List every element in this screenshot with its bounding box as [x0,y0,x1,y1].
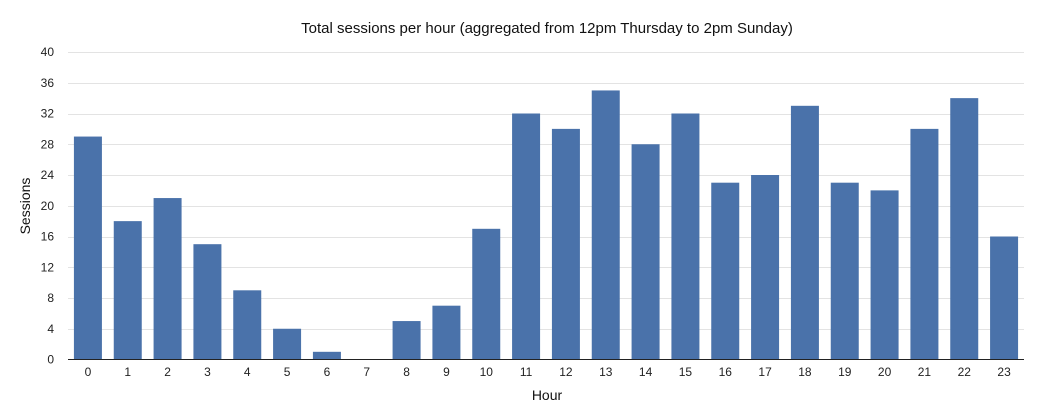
x-tick-label: 19 [838,365,852,379]
bar [790,105,819,360]
bar [751,175,780,360]
y-tick-label: 4 [47,322,54,336]
y-tick-label: 36 [41,76,55,90]
y-tick-label: 40 [41,45,55,59]
x-tick-labels: 0 1 2 3 4 5 6 7 8 9 10 11 12 13 14 15 16 17 18 19 20 21 22 23 [85,365,1011,379]
y-tick-label: 24 [41,168,55,182]
y-tick-label: 16 [41,230,55,244]
bar [631,144,660,360]
bar [392,321,421,360]
x-tick-label: 8 [403,365,410,379]
x-tick-label: 9 [443,365,450,379]
y-tick-label: 12 [41,260,55,274]
x-tick-label: 12 [559,365,573,379]
y-tick-label: 8 [47,291,54,305]
bar [472,228,501,360]
bar [312,351,341,360]
x-tick-label: 18 [798,365,812,379]
y-tick-label: 28 [41,137,55,151]
bar [153,198,182,360]
x-tick-label: 15 [679,365,693,379]
x-tick-label: 11 [520,365,533,379]
x-tick-label: 17 [758,365,772,379]
bar [910,128,939,360]
grid-lines [68,52,1024,330]
bar [193,244,222,360]
x-tick-label: 6 [324,365,331,379]
x-tick-label: 2 [164,365,171,379]
y-tick-label: 0 [47,353,54,367]
bar [950,98,979,360]
x-tick-label: 23 [997,365,1011,379]
bar [990,236,1019,360]
x-tick-label: 4 [244,365,251,379]
x-tick-label: 7 [363,365,370,379]
bar [870,190,899,360]
bar [512,113,541,360]
y-tick-labels: 0 4 8 12 16 20 24 28 32 36 40 [41,45,55,367]
y-tick-label: 32 [41,107,55,121]
chart-title: Total sessions per hour (aggregated from… [301,20,793,37]
x-tick-label: 1 [124,365,131,379]
bar [830,182,859,360]
bar [591,90,620,360]
x-tick-label: 21 [918,365,932,379]
bar [432,305,461,360]
x-tick-label: 5 [284,365,291,379]
x-tick-label: 0 [85,365,92,379]
y-tick-label: 20 [41,199,55,213]
x-axis-label: Hour [532,387,563,403]
bar [671,113,700,360]
bar [273,328,302,360]
x-tick-label: 20 [878,365,892,379]
y-axis-label: Sessions [17,178,33,235]
x-tick-label: 10 [480,365,494,379]
x-tick-label: 14 [639,365,653,379]
bar [551,128,580,360]
bar [233,290,262,360]
x-tick-label: 3 [204,365,211,379]
x-tick-label: 13 [599,365,613,379]
bar [73,136,102,360]
bar [113,221,142,360]
bars [73,90,1019,360]
bar [711,182,740,360]
x-tick-label: 22 [958,365,972,379]
x-tick-label: 16 [719,365,733,379]
